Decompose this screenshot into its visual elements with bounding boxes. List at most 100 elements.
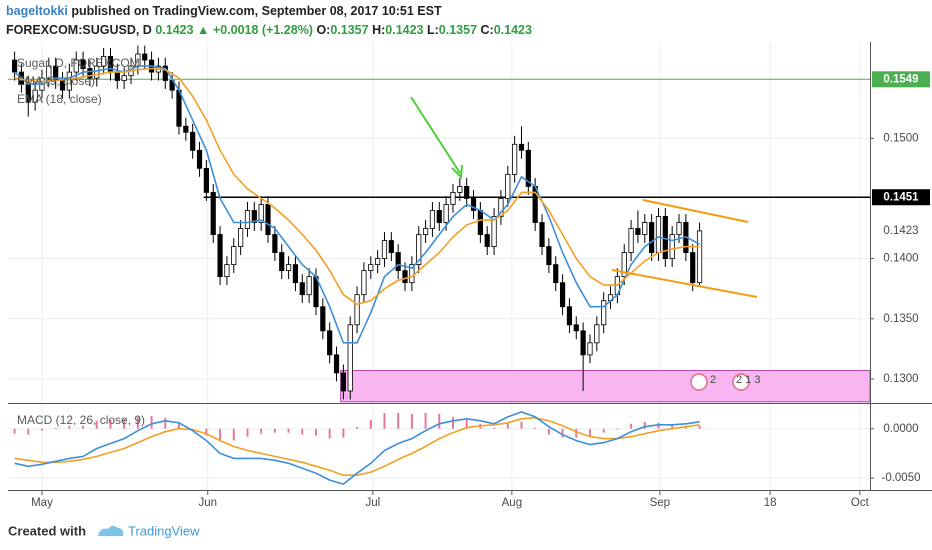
author[interactable]: bageltokki — [6, 4, 68, 18]
candle-body — [669, 234, 675, 260]
candle-body — [176, 89, 182, 127]
footer-brand[interactable]: TradingView — [128, 523, 200, 538]
candle-body — [238, 228, 244, 247]
ema-line — [14, 67, 700, 306]
candle-body — [553, 264, 559, 284]
level-label: 0.1549 — [883, 73, 918, 85]
histogram-bar — [657, 422, 660, 429]
candle-body — [450, 192, 456, 205]
candle-body — [121, 75, 127, 81]
ohlc-value: 0.1357 — [439, 23, 477, 37]
histogram-bar — [588, 428, 591, 437]
candle-body — [11, 59, 18, 73]
legend-ema: EMA (9, close) — [17, 74, 95, 88]
histogram-bar — [465, 419, 468, 429]
histogram-bar — [150, 415, 153, 429]
symbol: FOREXCOM:SUGUSD, D — [6, 23, 152, 37]
arrow-head — [451, 164, 463, 180]
level-label-box — [872, 189, 930, 206]
event-icon[interactable] — [732, 373, 750, 391]
candle-body — [368, 264, 374, 272]
histogram-bar — [68, 425, 71, 429]
candle-body — [347, 324, 353, 392]
x-tick-label: Jun — [198, 497, 217, 509]
candle-body — [696, 230, 703, 284]
histogram-bar — [547, 428, 550, 435]
candle-body — [559, 282, 566, 308]
candle-body — [354, 294, 360, 326]
candle-body — [292, 264, 299, 284]
level-label: 0.1451 — [883, 191, 919, 203]
histogram-bar — [177, 422, 180, 429]
channel-lower — [611, 269, 758, 298]
histogram-bar — [616, 428, 619, 430]
candle-body — [272, 234, 278, 253]
histogram-bar — [232, 428, 235, 441]
candle-body — [210, 192, 216, 235]
header-line1: bageltokki published on TradingView.com,… — [6, 4, 442, 18]
candle-body — [381, 240, 388, 260]
candle-body — [279, 252, 285, 272]
histogram-bar — [520, 421, 523, 429]
histogram-bar — [82, 425, 85, 429]
candle-body — [142, 53, 148, 61]
candle-body — [484, 234, 490, 247]
candle-body — [183, 125, 189, 133]
ohlc-label: O: — [316, 23, 330, 37]
event-icons: 2 2 1 3 — [690, 373, 760, 391]
candle-body — [299, 282, 305, 296]
histogram-bar — [342, 428, 345, 438]
candle-body — [224, 264, 230, 278]
candle-body — [457, 185, 463, 193]
histogram-bar — [123, 418, 126, 429]
candle-body — [46, 65, 52, 79]
candle-body — [388, 240, 394, 253]
ohlc-value: 0.1357 — [330, 23, 368, 37]
candle-body — [402, 270, 408, 284]
histogram-bar — [13, 428, 16, 434]
candle-body — [340, 372, 346, 392]
histogram-bar — [136, 416, 139, 429]
histogram-bar — [575, 428, 578, 438]
candle-body — [285, 264, 292, 272]
header-line2: FOREXCOM:SUGUSD, D 0.1423 ▲ +0.0018 (+1.… — [6, 23, 532, 37]
event-icon[interactable] — [690, 373, 708, 391]
candle-body — [573, 324, 579, 332]
candle-body — [690, 252, 696, 284]
histogram-bar — [561, 428, 564, 438]
candle-body — [470, 198, 477, 211]
footer-created: Created with — [8, 523, 86, 538]
histogram-bar — [109, 419, 112, 429]
ohlc-label: C: — [481, 23, 494, 37]
candle-body — [94, 65, 100, 79]
candle-body — [320, 306, 326, 332]
candle-body — [443, 204, 449, 223]
last: 0.1423 — [155, 23, 193, 37]
histogram-bar — [54, 427, 57, 429]
histogram-bar — [451, 416, 454, 429]
candle-body — [477, 210, 483, 235]
candle-body — [251, 210, 257, 223]
legend-symbol: Sugar, D, FOREXCOM — [17, 56, 140, 70]
candle-body — [32, 89, 38, 103]
event-count: 2 — [710, 374, 716, 386]
histogram-bar — [438, 413, 441, 429]
histogram-bar — [397, 412, 400, 429]
histogram-bar — [534, 427, 537, 429]
candle-body — [649, 222, 655, 253]
candle-body — [436, 210, 442, 223]
histogram-bar — [219, 428, 222, 442]
histogram-bar — [27, 428, 30, 435]
histogram-bar — [698, 425, 701, 429]
x-tick-label: Oct — [851, 497, 870, 509]
candle-body — [73, 59, 79, 73]
candle-body — [512, 143, 518, 175]
candle-body — [518, 143, 525, 151]
ohlc-value: 0.1423 — [494, 23, 532, 37]
published: published on TradingView.com, September … — [71, 4, 442, 18]
ema-line — [14, 65, 700, 344]
event-count: 2 1 3 — [736, 374, 760, 386]
histogram-bar — [671, 424, 674, 429]
